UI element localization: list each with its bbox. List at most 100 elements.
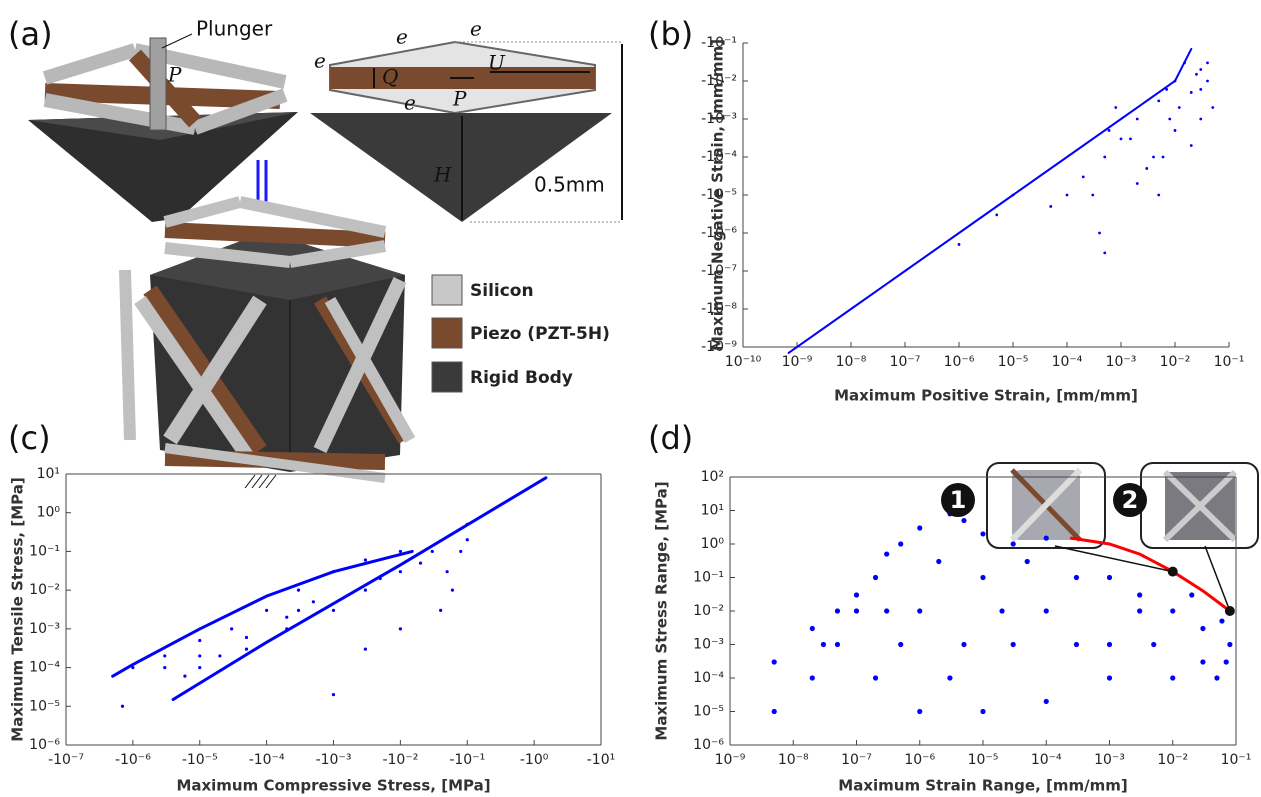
point (980, 709, 985, 714)
x-tick-label: 10⁻³ (1106, 354, 1137, 370)
x-axis-title: Maximum Positive Strain, [mm/mm] (834, 387, 1138, 405)
point (1170, 608, 1175, 613)
badge-label: 2 (1122, 486, 1139, 514)
point (958, 243, 961, 246)
x-tick-label: 10⁻³ (1094, 752, 1125, 768)
y-tick-label: 10¹ (701, 503, 724, 519)
point (898, 541, 903, 546)
x-tick-label: -10⁻⁴ (249, 752, 285, 768)
point (995, 213, 998, 216)
point (1170, 675, 1175, 680)
x-tick-label: 10⁻⁸ (836, 354, 867, 370)
point (1190, 91, 1193, 94)
point (285, 627, 288, 630)
point (459, 550, 462, 553)
point (245, 636, 248, 639)
x-tick-label: 10⁻¹ (1214, 354, 1245, 370)
point (1206, 80, 1209, 83)
point (1066, 194, 1069, 197)
point (1195, 73, 1198, 76)
point (917, 608, 922, 613)
label: H (433, 163, 452, 187)
point (1200, 626, 1205, 631)
point (1107, 575, 1112, 580)
panel-label: (d) (648, 419, 693, 457)
point (1044, 536, 1049, 541)
point (1025, 559, 1030, 564)
point (1074, 642, 1079, 647)
point (1199, 68, 1202, 71)
point (1224, 659, 1229, 664)
point (980, 575, 985, 580)
point (332, 609, 335, 612)
y-tick-label: 10⁻⁵ (693, 704, 724, 720)
x-tick-label: 10⁻² (1160, 354, 1191, 370)
point (1157, 99, 1160, 102)
point (364, 558, 367, 561)
point (999, 608, 1004, 613)
y-tick-label: 10⁻³ (693, 637, 724, 653)
point (1120, 137, 1123, 140)
point (297, 609, 300, 612)
x-tick-label: 10⁻² (1157, 752, 1188, 768)
point (884, 608, 889, 613)
point (1219, 618, 1224, 623)
x-tick-label: 10⁻¹ (1221, 752, 1252, 768)
y-tick-label: 10⁰ (701, 536, 725, 552)
point (936, 559, 941, 564)
y-tick-label: 10⁻² (29, 582, 60, 598)
point (466, 538, 469, 541)
legend-label: Rigid Body (470, 368, 573, 388)
point (1165, 88, 1168, 91)
point (1211, 106, 1214, 109)
point (898, 642, 903, 647)
y-axis-title: Maximum Stress Range, [MPa] (653, 481, 671, 740)
x-tick-label: -10⁻³ (316, 752, 352, 768)
point (1136, 182, 1139, 185)
point (1136, 118, 1139, 121)
point (1214, 675, 1219, 680)
x-tick-label: 10⁻⁴ (1031, 752, 1062, 768)
point (1011, 541, 1016, 546)
point (1152, 156, 1155, 159)
y-tick-label: 10⁻² (693, 603, 724, 619)
point (1049, 205, 1052, 208)
point (198, 666, 201, 669)
point (1044, 699, 1049, 704)
label: P (167, 63, 182, 87)
point (198, 639, 201, 642)
legend-label: Piezo (PZT-5H) (470, 324, 610, 344)
x-tick-label: 10⁻⁸ (778, 752, 809, 768)
x-tick-label: 10⁻⁷ (841, 752, 872, 768)
point (183, 675, 186, 678)
point (332, 570, 335, 573)
y-tick-label: 10¹ (37, 466, 60, 482)
point (1183, 61, 1186, 64)
point (1174, 80, 1177, 83)
point (1200, 659, 1205, 664)
point (399, 550, 402, 553)
x-tick-label: -10⁻⁶ (115, 752, 151, 768)
x-tick-label: 10⁻¹⁰ (725, 354, 762, 370)
x-tick-label: -10⁻⁵ (182, 752, 218, 768)
label: Plunger (196, 17, 273, 41)
x-tick-label: 10⁻⁷ (890, 354, 921, 370)
label: e (470, 17, 482, 41)
point (198, 654, 201, 657)
point (364, 648, 367, 651)
y-tick-label: 10⁻³ (29, 621, 60, 637)
point (446, 570, 449, 573)
point (961, 518, 966, 523)
point (1082, 175, 1085, 178)
y-tick-label: 10⁻⁴ (29, 660, 60, 676)
point (399, 627, 402, 630)
point (873, 675, 878, 680)
x-tick-label: 10⁻⁵ (968, 752, 999, 768)
point (1103, 251, 1106, 254)
point (980, 531, 985, 536)
silicon-bar (125, 270, 130, 440)
point (835, 642, 840, 647)
label: U (488, 51, 506, 75)
x-tick-label: 10⁻⁹ (715, 752, 746, 768)
label: Q (382, 65, 398, 89)
